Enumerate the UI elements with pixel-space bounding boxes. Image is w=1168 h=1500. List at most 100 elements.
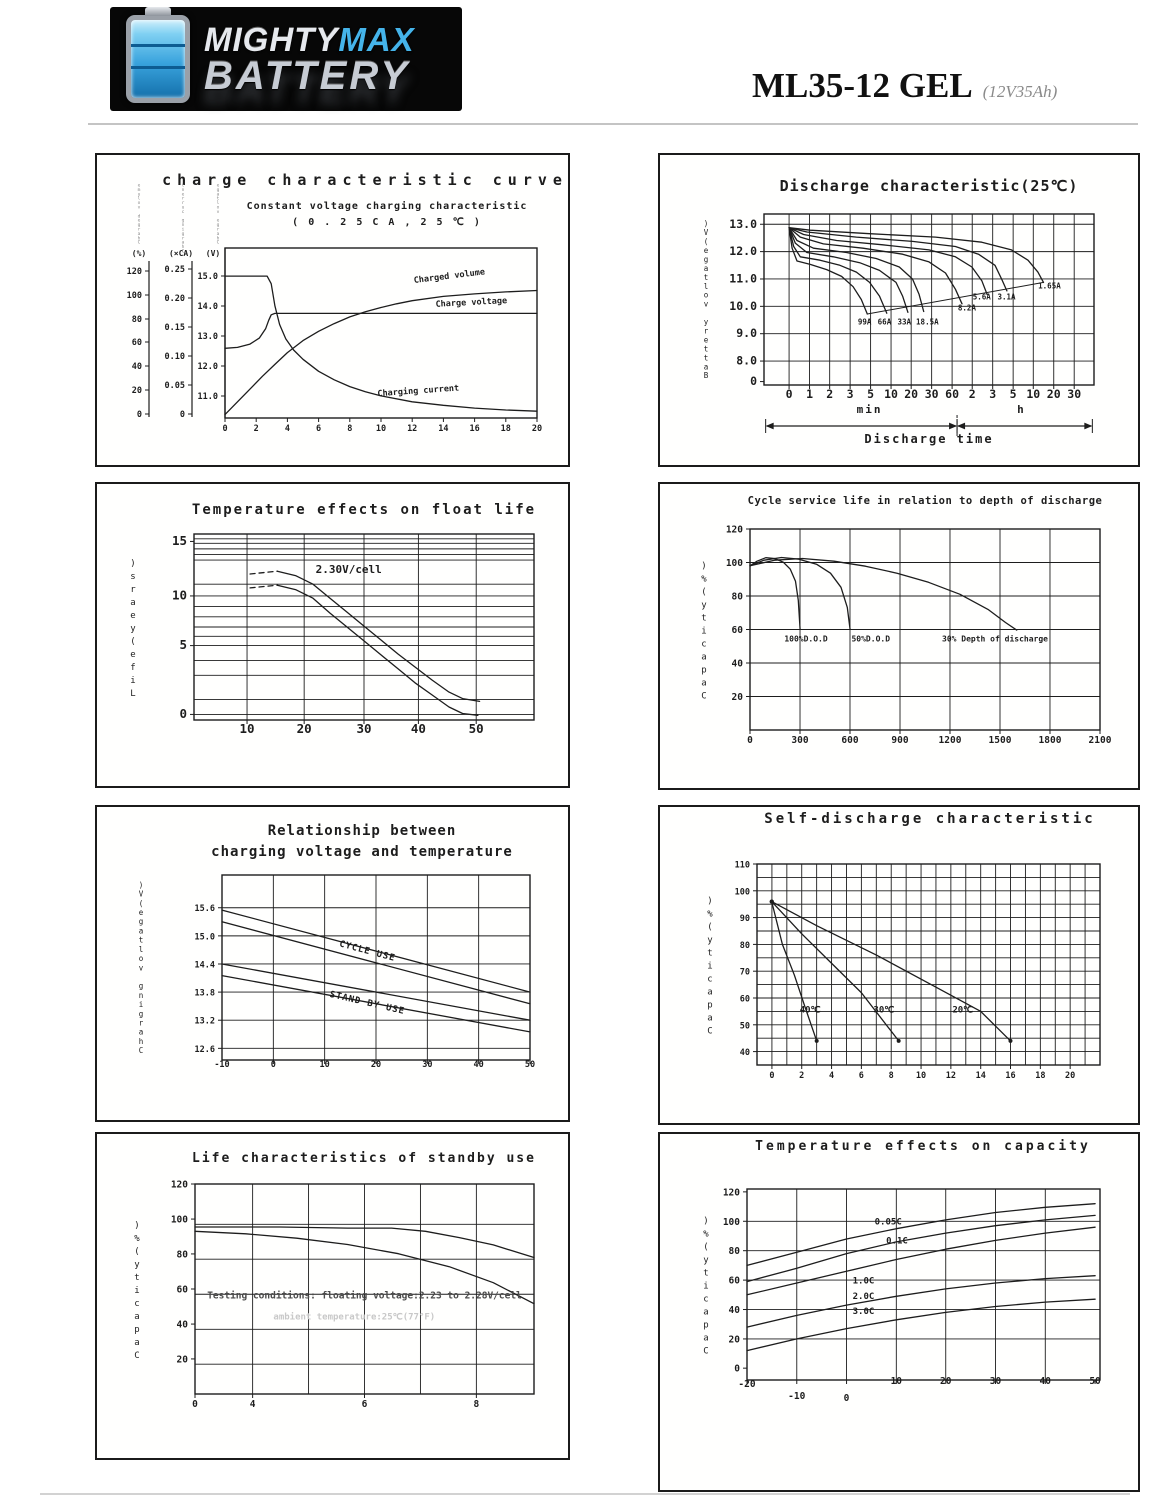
- y-axis-label-char: e: [139, 908, 144, 917]
- y-axis-label-char: t: [703, 1268, 708, 1278]
- x-tick-label: 30: [990, 1376, 1002, 1387]
- x-tick-label: 30: [422, 1060, 432, 1070]
- series-standby-life-upper: [194, 1226, 535, 1259]
- sub-axis-micro-label-char: r: [182, 201, 185, 206]
- y-axis-label-char: ): [139, 880, 144, 889]
- y-tick-label: 110: [735, 861, 750, 871]
- x-tick-label: 10: [891, 1376, 903, 1387]
- y-axis-label-char: i: [701, 626, 706, 636]
- y-axis-label-char: g: [139, 1009, 144, 1018]
- y-tick-label: 40: [732, 659, 744, 670]
- x-tick-label: 0: [769, 1071, 774, 1081]
- y-axis-label-char: a: [703, 1333, 708, 1343]
- y-tick-label: 100: [726, 558, 743, 569]
- annotation: h: [1017, 403, 1026, 416]
- y-axis-label-char: g: [139, 982, 144, 991]
- x-tick-label: 0: [844, 1393, 850, 1404]
- y-axis-label-char: a: [139, 1028, 144, 1037]
- y-axis-label-char: g: [704, 255, 709, 264]
- y-axis-label-char: ): [707, 896, 712, 906]
- sub-axis-tick-label: 11.0: [198, 392, 218, 402]
- annotation: Testing conditions: floating voltage:2.2…: [207, 1290, 522, 1301]
- sub-axis-micro-label-char: h: [138, 235, 141, 241]
- chart-card-discharge-characteristic: Discharge characteristic(25℃) 0 1 2 3 5 10 20 30…: [658, 153, 1140, 467]
- sub-axis-tick-label: 0: [180, 410, 185, 420]
- y-axis-label-char: e: [130, 611, 135, 621]
- sub-axis-micro-label-char: C: [217, 240, 220, 246]
- y-tick-label: 8.0: [736, 354, 757, 368]
- model-rating: (12V35Ah): [982, 82, 1058, 101]
- sub-axis-micro-label-char: h: [182, 244, 185, 250]
- x-tick-label: 5: [1010, 387, 1017, 401]
- sub-axis-tick-label: 0.05: [165, 381, 185, 391]
- x-tick-label: 0: [786, 387, 793, 401]
- sub-axis-micro-label-char: a: [217, 192, 220, 197]
- x-tick-label: 4: [829, 1071, 834, 1081]
- sub-axis-tick-label: 0.15: [165, 323, 185, 333]
- annotation: 0.1C: [886, 1236, 908, 1246]
- y-tick-label: 80: [729, 1246, 741, 1257]
- sub-axis-micro-label-char: r: [138, 228, 141, 233]
- x-tick-label: 300: [791, 735, 808, 746]
- x-tick-label: 18: [1035, 1071, 1045, 1081]
- x-tick-label: 1500: [989, 735, 1012, 746]
- title-block: ML35-12 GEL (12V35Ah): [752, 66, 1152, 106]
- y-tick-label: 70: [740, 968, 750, 978]
- x-tick-label: 1: [806, 387, 813, 401]
- series-99A: [788, 227, 868, 315]
- sub-axis-micro-label-char: e: [182, 192, 185, 197]
- y-axis-label-char: i: [134, 1286, 139, 1296]
- x-tick-label: 600: [841, 735, 858, 746]
- series-40C: [771, 900, 818, 1042]
- annotation: 18.5A: [916, 317, 939, 326]
- sub-axis-micro-label-char: a: [217, 232, 220, 237]
- x-tick-label: 4: [250, 1399, 256, 1410]
- y-axis-label-char: (: [139, 899, 144, 908]
- x-tick-label: 6: [316, 424, 321, 434]
- y-tick-label: 40: [177, 1320, 189, 1331]
- y-tick-label: 5: [179, 637, 187, 652]
- sub-axis-micro-label-char: C: [138, 240, 141, 246]
- y-axis-label-char: ): [703, 1216, 708, 1226]
- x-tick-label: 8: [474, 1399, 480, 1410]
- y-axis-label-char: (: [703, 1242, 708, 1252]
- chart-title: Temperature effects on capacity: [755, 1139, 1091, 1154]
- y-tick-label: 0: [750, 374, 757, 388]
- annotation: 5.6A: [973, 293, 992, 302]
- y-axis-label-char: C: [139, 1046, 144, 1055]
- chart-canvas-standby-life: Life characteristics of standby use 0 4 6 8 2…: [134, 1151, 535, 1410]
- sub-axis-tick-label: 14.0: [198, 302, 218, 312]
- sub-axis-micro-label-char: v: [217, 210, 220, 215]
- sub-axis-tick-label: 15.0: [198, 272, 218, 282]
- sub-axis-unit: (×CA): [169, 249, 193, 258]
- y-axis-label-char: t: [134, 1273, 139, 1283]
- y-tick-label: 120: [723, 1187, 740, 1198]
- annotation: Discharge time: [864, 432, 993, 446]
- y-axis-label-char: i: [707, 961, 712, 971]
- y-axis-label-char: p: [703, 1320, 708, 1330]
- x-tick-label: 3: [847, 387, 854, 401]
- y-tick-label: 80: [732, 591, 744, 602]
- y-axis-label-char: a: [704, 264, 709, 273]
- sub-axis-micro-label-char: m: [138, 188, 141, 193]
- y-axis-label-char: a: [139, 926, 144, 935]
- y-axis-label-char: y: [701, 600, 707, 610]
- sub-axis-micro-label-char: o: [217, 206, 220, 211]
- x-tick-label: 10: [320, 1060, 330, 1070]
- y-axis-label-char: c: [703, 1294, 708, 1304]
- y-tick-label: 11.0: [729, 271, 757, 285]
- x-tick-label: 18: [501, 424, 511, 434]
- series-3.0C: [746, 1298, 1096, 1352]
- x-tick-label: 50: [525, 1060, 535, 1070]
- annotation: 50%D.O.D: [851, 635, 890, 644]
- sub-axis-micro-label-char: u: [182, 206, 185, 211]
- sub-axis-tick-label: 0.10: [165, 352, 185, 362]
- y-axis-label-char: y: [704, 318, 709, 327]
- sub-axis-micro-label-char: g: [182, 219, 185, 224]
- y-tick-label: 120: [171, 1180, 188, 1191]
- x-tick-label: 900: [891, 735, 908, 746]
- sub-axis-tick-label: 0: [137, 410, 142, 420]
- series-label: Charged volume: [413, 267, 485, 286]
